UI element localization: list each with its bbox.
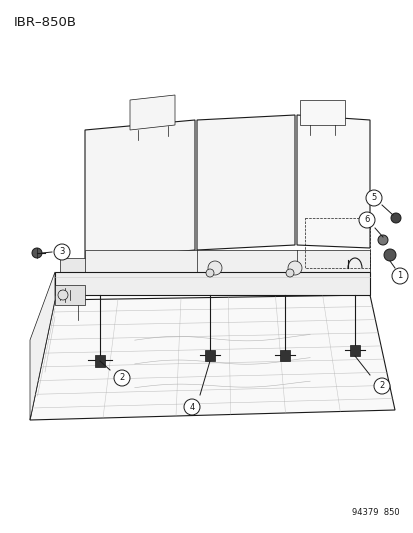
Polygon shape bbox=[130, 95, 175, 130]
Circle shape bbox=[365, 190, 381, 206]
Circle shape bbox=[32, 248, 42, 258]
Text: 2: 2 bbox=[378, 382, 384, 391]
Bar bbox=[204, 350, 214, 361]
Polygon shape bbox=[197, 115, 294, 250]
Polygon shape bbox=[296, 115, 369, 248]
Circle shape bbox=[285, 269, 293, 277]
Polygon shape bbox=[55, 272, 369, 295]
Polygon shape bbox=[299, 100, 344, 125]
Circle shape bbox=[287, 261, 301, 275]
Text: 1: 1 bbox=[396, 271, 402, 280]
Circle shape bbox=[391, 268, 407, 284]
Polygon shape bbox=[60, 258, 369, 272]
Text: 5: 5 bbox=[370, 193, 376, 203]
Circle shape bbox=[183, 399, 199, 415]
Polygon shape bbox=[30, 295, 394, 420]
Circle shape bbox=[358, 212, 374, 228]
Circle shape bbox=[373, 378, 389, 394]
Circle shape bbox=[54, 244, 70, 260]
Circle shape bbox=[114, 370, 130, 386]
Polygon shape bbox=[85, 120, 195, 260]
Text: 6: 6 bbox=[363, 215, 369, 224]
Text: 4: 4 bbox=[189, 402, 194, 411]
Bar bbox=[349, 345, 359, 356]
Polygon shape bbox=[85, 250, 369, 272]
Polygon shape bbox=[30, 272, 55, 420]
Text: 94379  850: 94379 850 bbox=[351, 508, 399, 517]
Circle shape bbox=[383, 249, 395, 261]
Bar bbox=[304, 218, 369, 268]
Circle shape bbox=[390, 213, 400, 223]
Text: 3: 3 bbox=[59, 247, 64, 256]
Circle shape bbox=[207, 261, 221, 275]
Bar bbox=[95, 355, 105, 367]
Text: IBR–850B: IBR–850B bbox=[14, 16, 77, 29]
Text: 2: 2 bbox=[119, 374, 124, 383]
Circle shape bbox=[377, 235, 387, 245]
Circle shape bbox=[58, 290, 68, 300]
Bar bbox=[55, 285, 85, 305]
Bar bbox=[279, 350, 289, 361]
Circle shape bbox=[206, 269, 214, 277]
